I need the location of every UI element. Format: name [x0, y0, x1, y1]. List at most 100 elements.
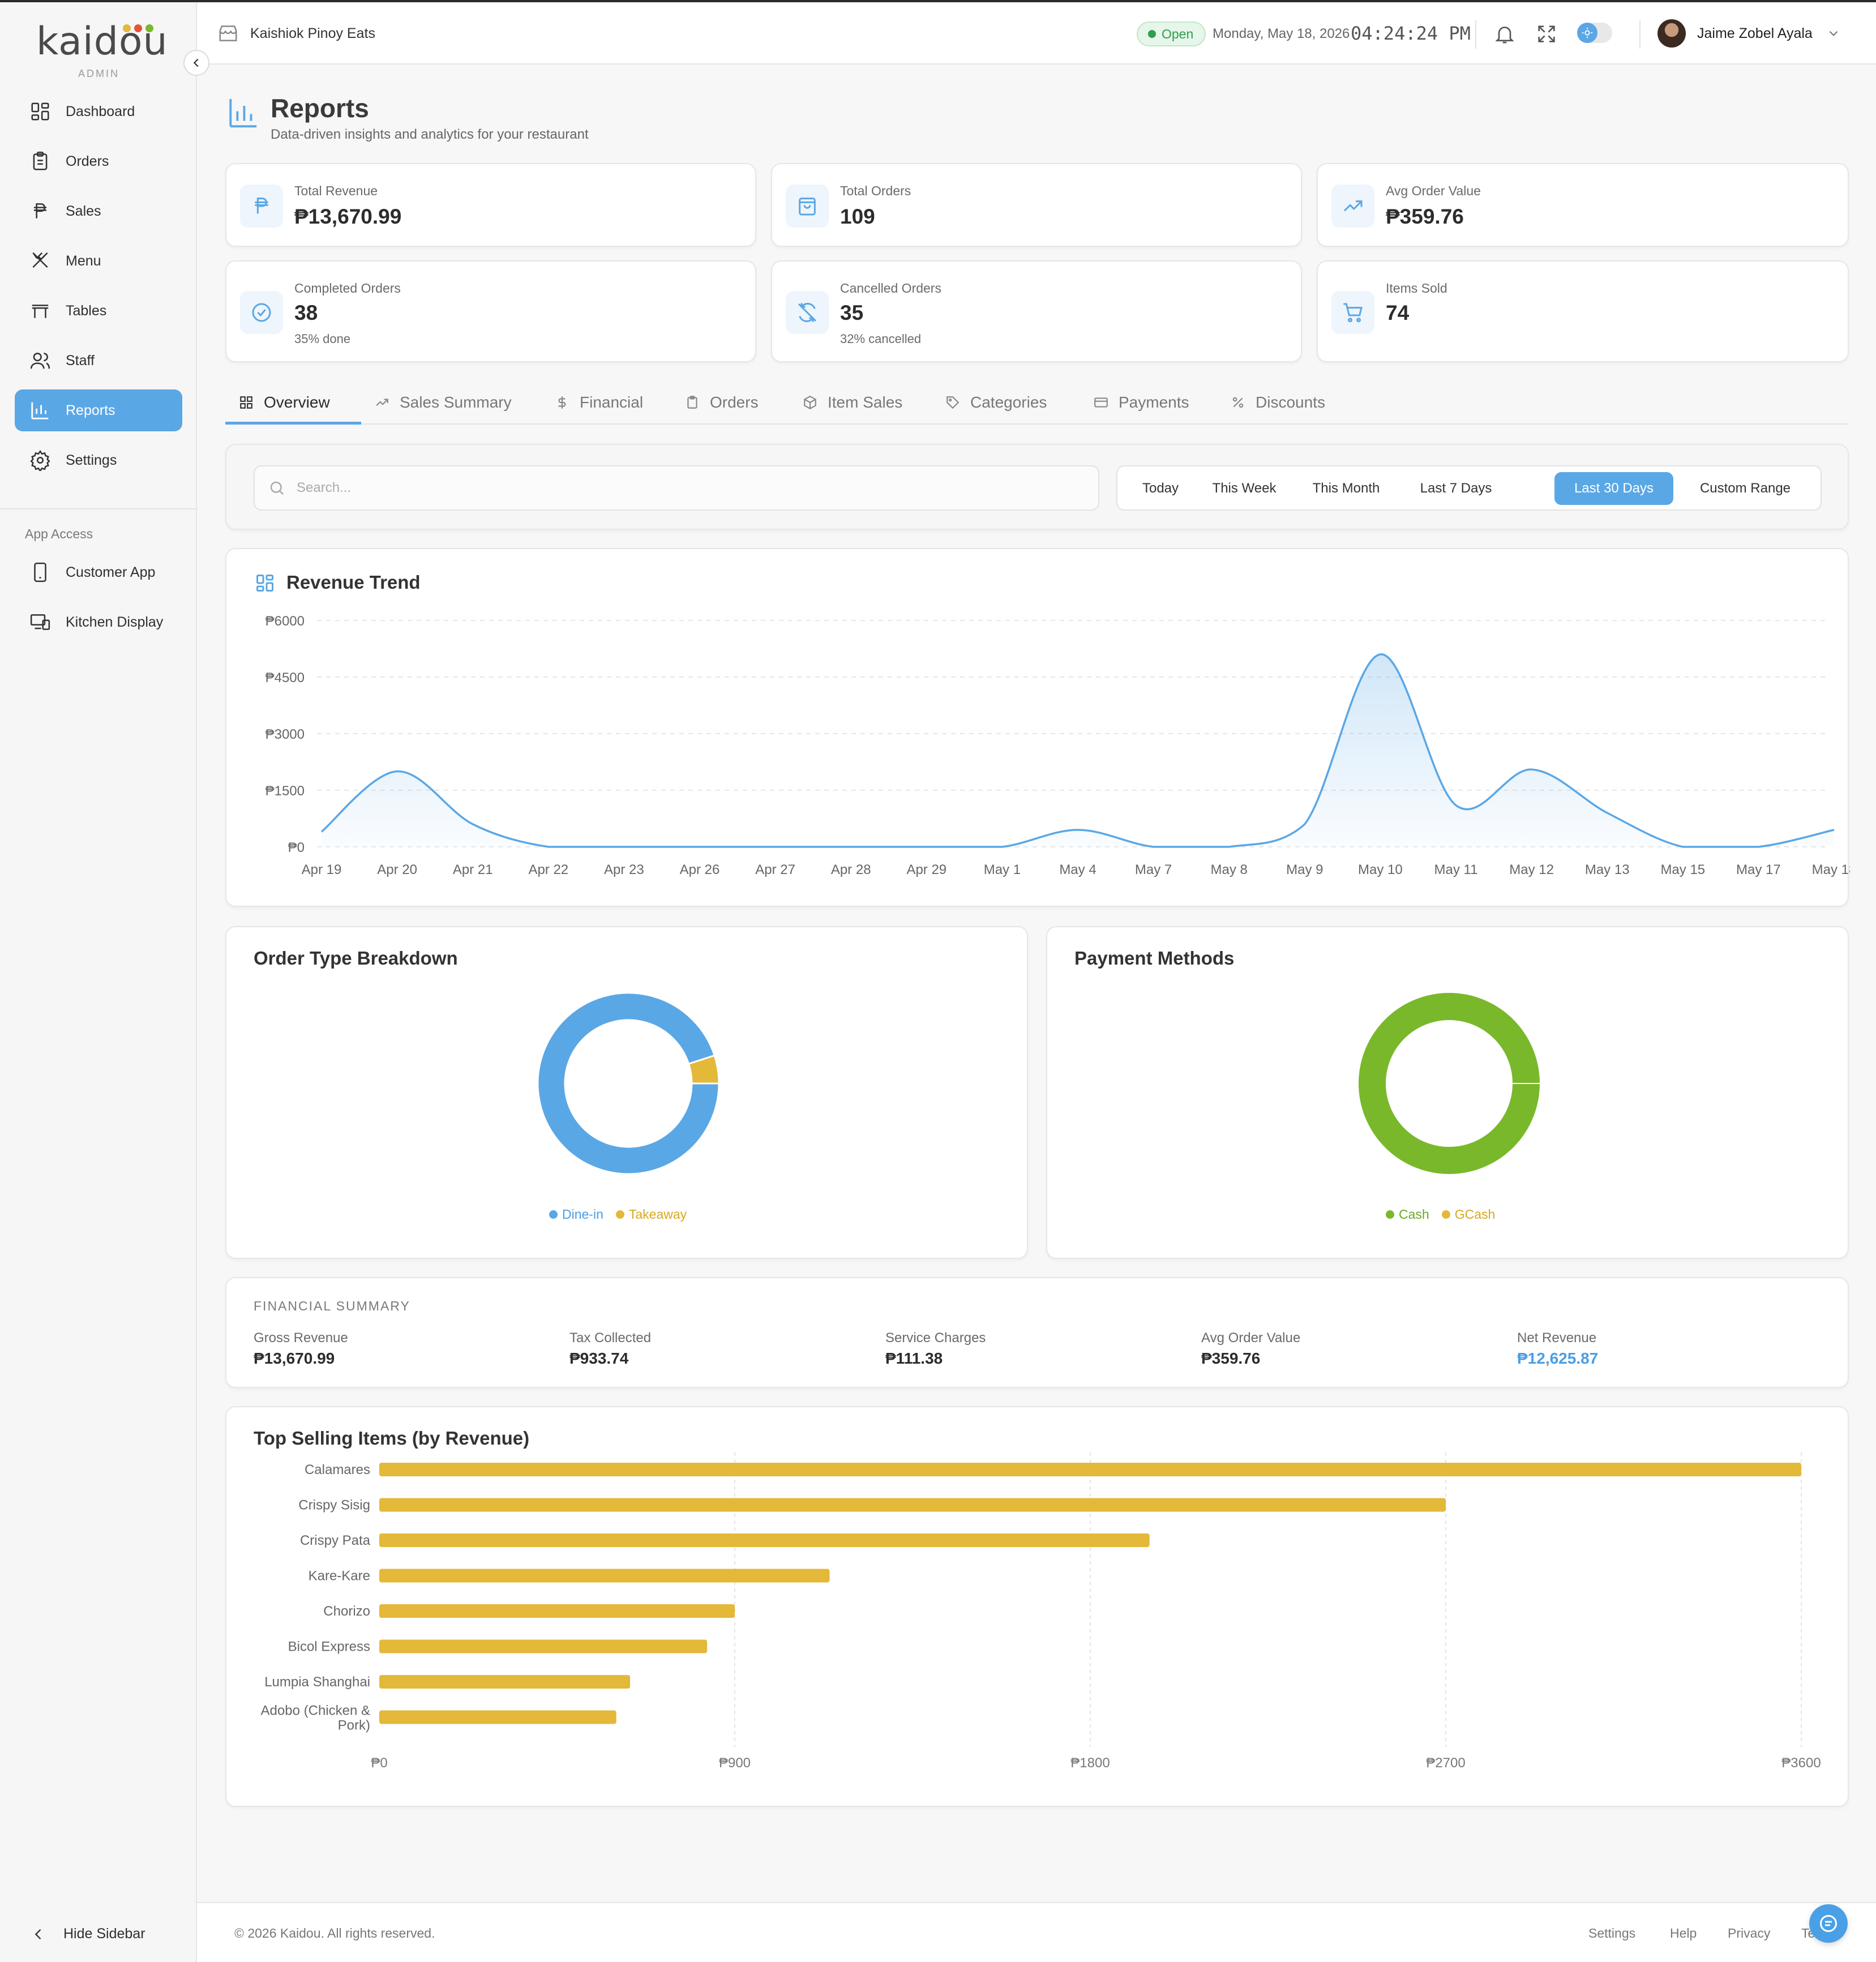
payment-methods-legend: Cash GCash: [1386, 1207, 1507, 1222]
collapse-sidebar-button[interactable]: [183, 50, 209, 76]
footer: © 2026 Kaidou. All rights reserved. Sett…: [197, 1902, 1876, 1962]
sidebar-item-reports[interactable]: Reports: [15, 389, 182, 431]
sidebar-item-settings[interactable]: Settings: [15, 439, 182, 481]
status-text: Open: [1162, 26, 1194, 41]
current-time: 04:24:24 PM: [1351, 23, 1471, 44]
bar: [379, 1463, 1801, 1476]
sidebar-item-dashboard[interactable]: Dashboard: [15, 91, 182, 132]
sidebar-item-label: Orders: [66, 153, 109, 169]
x-tick-label: May 17: [1736, 862, 1781, 877]
fin-value: ₱12,625.87: [1517, 1350, 1599, 1367]
sidebar-nav: Dashboard Orders Sales Menu Tables Staff…: [15, 91, 182, 489]
credit-card-icon: [1094, 397, 1108, 408]
peso-icon: [33, 203, 47, 219]
bar: [379, 1498, 1446, 1512]
tab-categories[interactable]: Categories: [945, 380, 1047, 425]
tab-orders[interactable]: Orders: [685, 380, 759, 425]
user-menu[interactable]: Jaime Zobel Ayala: [1657, 19, 1841, 48]
payment-methods-title: Payment Methods: [1074, 948, 1235, 969]
x-tick-label: Apr 23: [604, 862, 644, 877]
slice-dine-in: [537, 992, 720, 1175]
refresh-off-icon: [798, 303, 817, 322]
tab-label: Financial: [580, 393, 644, 411]
bar: [379, 1675, 631, 1689]
chat-button[interactable]: [1809, 1904, 1848, 1943]
active-tab-indicator: [225, 422, 361, 425]
window-top-border: [0, 0, 1876, 2]
search-input[interactable]: Search...: [254, 465, 1099, 511]
x-tick-label: May 13: [1585, 862, 1630, 877]
tab-payments[interactable]: Payments: [1094, 380, 1189, 425]
sidebar-item-sales[interactable]: Sales: [15, 190, 182, 232]
stat-label: Items Sold: [1386, 281, 1447, 295]
logo-text: kaidou: [36, 19, 168, 64]
avatar: [1657, 19, 1686, 48]
fin-item-net-revenue: Net Revenue ₱12,625.87: [1517, 1330, 1598, 1368]
tab-sales-summary[interactable]: Sales Summary: [375, 380, 512, 425]
tab-discounts[interactable]: Discounts: [1231, 380, 1325, 425]
bar-label: Calamares: [305, 1462, 370, 1477]
revenue-trend-chart: ₱0 ₱1500 ₱3000 ₱4500 ₱6000 Apr 19 Apr 20 Apr 21…: [265, 614, 1850, 877]
x-tick-label: May 7: [1135, 862, 1172, 877]
x-tick-label: Apr 27: [755, 862, 795, 877]
store-selector[interactable]: Kaishiok Pinoy Eats: [217, 23, 375, 44]
slice-cash: [1359, 993, 1540, 1174]
logo-dots-icon: [123, 24, 153, 32]
check-circle-icon: [252, 303, 271, 322]
y-tick-label: ₱1500: [265, 783, 305, 799]
sidebar-item-orders[interactable]: Orders: [15, 140, 182, 182]
filter-bar: Search... Today This Week This Month Las…: [225, 444, 1849, 530]
y-tick-label: ₱4500: [265, 670, 305, 686]
order-type-card: Order Type Breakdown Dine-in Takeaway: [225, 926, 1028, 1259]
sidebar-item-label: Reports: [66, 402, 115, 418]
x-tick-label: May 15: [1660, 862, 1705, 877]
sidebar-item-menu[interactable]: Menu: [15, 240, 182, 282]
tab-label: Overview: [264, 393, 330, 411]
sidebar-item-kitchen-display[interactable]: Kitchen Display: [15, 601, 182, 643]
theme-toggle[interactable]: [1577, 23, 1612, 43]
tab-overview[interactable]: Overview: [239, 380, 330, 425]
sidebar-item-staff[interactable]: Staff: [15, 340, 182, 382]
x-tick-label: Apr 21: [453, 862, 493, 877]
range-this-week[interactable]: This Week: [1212, 481, 1277, 496]
range-this-month[interactable]: This Month: [1312, 481, 1380, 496]
range-custom[interactable]: Custom Range: [1699, 481, 1791, 496]
sidebar-divider: [0, 508, 196, 509]
bell-icon[interactable]: [1493, 23, 1516, 45]
fin-label: Gross Revenue: [254, 1330, 348, 1346]
legend-takeaway: Takeaway: [615, 1207, 687, 1222]
range-last-7-days[interactable]: Last 7 Days: [1420, 481, 1492, 496]
sidebar-item-label: Sales: [66, 203, 101, 219]
footer-link-help[interactable]: Help: [1670, 1926, 1697, 1940]
hide-sidebar-button[interactable]: Hide Sidebar: [31, 1926, 145, 1942]
sidebar-item-label: Menu: [66, 252, 101, 269]
tab-financial[interactable]: Financial: [555, 380, 643, 425]
sidebar-item-tables[interactable]: Tables: [15, 290, 182, 332]
fullscreen-icon[interactable]: [1535, 23, 1558, 45]
header-divider: [1475, 20, 1476, 49]
current-date: Monday, May 18, 2026: [1213, 26, 1350, 41]
stat-subtext: 32% cancelled: [840, 332, 922, 346]
users-icon: [30, 353, 50, 369]
y-tick-label: ₱0: [288, 840, 305, 855]
top-selling-chart: ₱0 ₱900 ₱1800 ₱2700 ₱3600 Calamares Crispy Sis…: [261, 1453, 1821, 1771]
status-dot: [1148, 30, 1156, 38]
footer-link-settings[interactable]: Settings: [1588, 1926, 1636, 1940]
range-today[interactable]: Today: [1142, 481, 1179, 496]
legend-label: GCash: [1454, 1207, 1496, 1222]
stat-card-completed-orders: Completed Orders 38 35% done: [225, 260, 756, 362]
sidebar-item-customer-app[interactable]: Customer App: [15, 551, 182, 593]
bar: [379, 1710, 616, 1724]
box-icon: [804, 395, 816, 410]
clipboard-icon: [687, 396, 697, 409]
table-icon: [32, 305, 49, 318]
range-last-30-days[interactable]: Last 30 Days: [1554, 472, 1673, 505]
x-tick-label: May 4: [1059, 862, 1096, 877]
footer-link-privacy[interactable]: Privacy: [1728, 1926, 1771, 1940]
tab-item-sales[interactable]: Item Sales: [803, 380, 902, 425]
header-divider: [1639, 20, 1641, 49]
grid-icon: [256, 575, 273, 592]
bar: [379, 1533, 1150, 1547]
cart-icon: [1343, 303, 1363, 323]
revenue-trend-card: Revenue Trend ₱0 ₱1500 ₱3000 ₱4500 ₱6000 Apr …: [225, 548, 1850, 907]
